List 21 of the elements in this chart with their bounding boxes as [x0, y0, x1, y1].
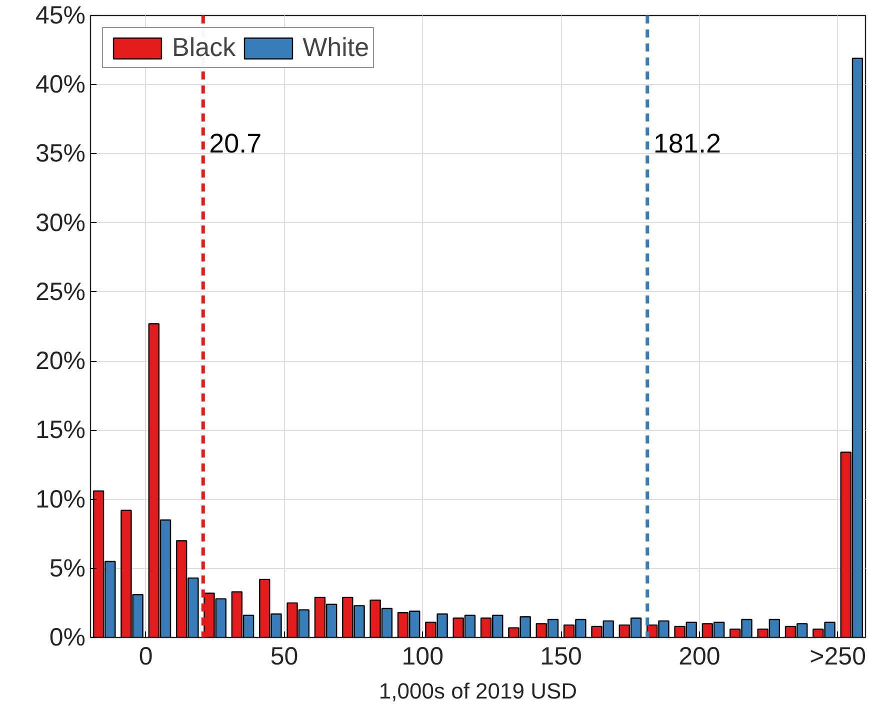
x-tick-label: 200	[678, 642, 720, 670]
x-axis-title: 1,000s of 2019 USD	[378, 678, 578, 704]
x-tick-label: 0	[138, 642, 153, 670]
y-tick-label: 10%	[35, 485, 86, 514]
y-tick-label: 45%	[35, 2, 86, 30]
ref-line-label: 20.7	[209, 128, 262, 158]
y-tick-label: 20%	[35, 347, 86, 376]
x-tick-label: >250	[810, 642, 866, 670]
y-tick-label: 40%	[35, 70, 86, 99]
y-tick-label: 15%	[35, 416, 86, 444]
y-tick-label: 5%	[49, 554, 86, 582]
y-tick-label: 30%	[35, 208, 86, 237]
y-tick-label: 0%	[49, 624, 86, 652]
ref-line-label: 181.2	[653, 128, 721, 158]
x-tick-label: 100	[402, 642, 444, 670]
legend-label: Black	[172, 32, 236, 63]
legend-label: White	[302, 32, 370, 63]
y-tick-label: 25%	[35, 278, 86, 306]
y-tick-label: 35%	[35, 140, 86, 168]
x-tick-label: 50	[270, 642, 298, 670]
x-tick-label: 150	[540, 642, 582, 670]
